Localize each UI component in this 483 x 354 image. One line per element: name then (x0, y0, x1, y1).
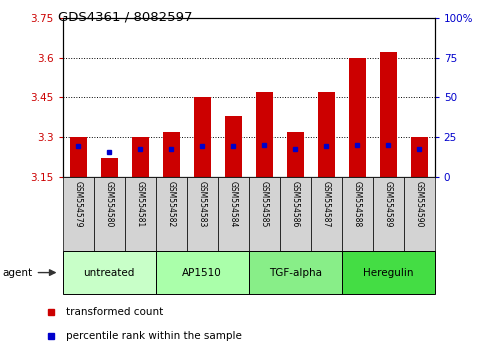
Bar (218, 177, 249, 251)
Bar (132, 137, 149, 177)
Text: transformed count: transformed count (66, 307, 164, 317)
Bar (63, 177, 94, 251)
Bar (163, 132, 180, 177)
Bar (225, 116, 242, 177)
Bar (311, 177, 342, 251)
Bar (380, 52, 397, 177)
Text: GSM554580: GSM554580 (105, 181, 114, 227)
Bar (249, 177, 280, 251)
Bar (287, 132, 304, 177)
Text: GSM554581: GSM554581 (136, 181, 145, 227)
Bar (342, 251, 435, 294)
Bar (404, 177, 435, 251)
Text: GSM554589: GSM554589 (384, 181, 393, 227)
Text: GSM554587: GSM554587 (322, 181, 331, 227)
Bar (194, 97, 211, 177)
Text: TGF-alpha: TGF-alpha (269, 268, 322, 278)
Text: GDS4361 / 8082597: GDS4361 / 8082597 (58, 11, 192, 24)
Bar (280, 177, 311, 251)
Bar (318, 92, 335, 177)
Text: GSM554585: GSM554585 (260, 181, 269, 227)
Bar (63, 251, 156, 294)
Bar (94, 177, 125, 251)
Text: AP1510: AP1510 (183, 268, 222, 278)
Bar (156, 251, 249, 294)
Text: GSM554590: GSM554590 (415, 181, 424, 227)
Bar (125, 177, 156, 251)
Bar (187, 177, 218, 251)
Text: agent: agent (2, 268, 32, 278)
Bar (156, 177, 187, 251)
Text: Heregulin: Heregulin (363, 268, 413, 278)
Bar (411, 137, 428, 177)
Text: percentile rank within the sample: percentile rank within the sample (66, 331, 242, 341)
Bar (349, 57, 366, 177)
Text: GSM554582: GSM554582 (167, 181, 176, 227)
Text: untreated: untreated (84, 268, 135, 278)
Text: GSM554586: GSM554586 (291, 181, 300, 227)
Bar (249, 251, 342, 294)
Text: GSM554583: GSM554583 (198, 181, 207, 227)
Bar (101, 158, 118, 177)
Bar (342, 177, 373, 251)
Bar (373, 177, 404, 251)
Bar (256, 92, 273, 177)
Text: GSM554588: GSM554588 (353, 181, 362, 227)
Text: GSM554584: GSM554584 (229, 181, 238, 227)
Bar (70, 137, 87, 177)
Text: GSM554579: GSM554579 (74, 181, 83, 227)
